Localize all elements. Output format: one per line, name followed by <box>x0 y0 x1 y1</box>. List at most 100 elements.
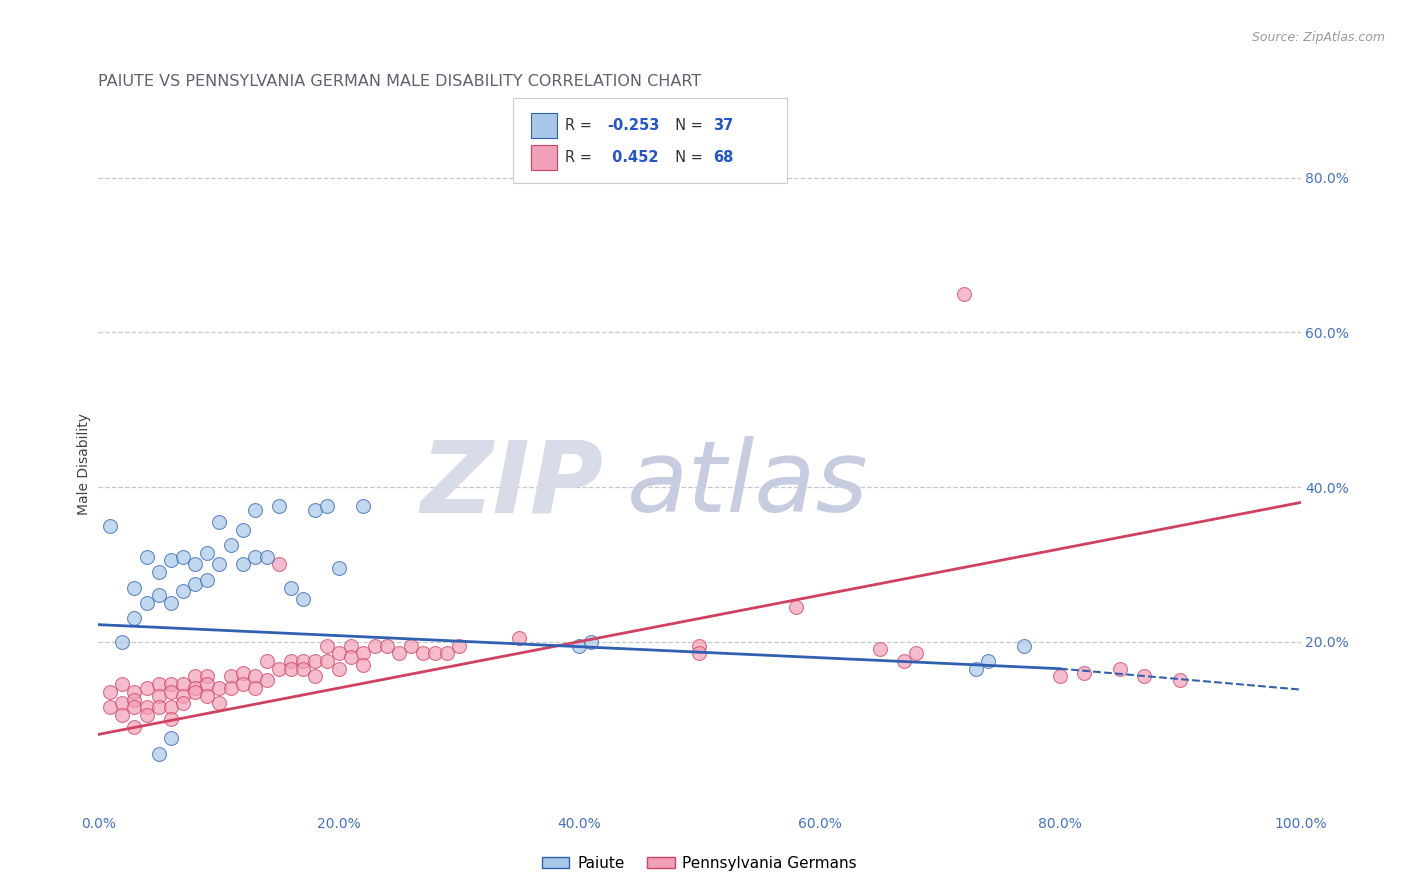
Text: N =: N = <box>666 118 709 133</box>
Point <box>159 700 181 714</box>
Point <box>315 500 337 514</box>
Point <box>172 689 194 703</box>
Point <box>148 565 170 579</box>
Point <box>447 639 470 653</box>
Point <box>291 592 314 607</box>
Point <box>893 654 915 668</box>
Point <box>364 639 387 653</box>
Point <box>785 599 807 614</box>
Point <box>689 639 711 653</box>
Point <box>352 646 374 660</box>
Point <box>352 500 374 514</box>
Point <box>159 553 181 567</box>
Point <box>159 731 181 746</box>
Point <box>172 584 194 599</box>
Point <box>100 518 122 533</box>
Point <box>291 654 314 668</box>
Point <box>243 681 266 695</box>
Point <box>195 689 218 703</box>
Point <box>183 681 205 695</box>
Point <box>436 646 458 660</box>
Point <box>965 662 987 676</box>
Point <box>232 523 254 537</box>
Point <box>280 581 302 595</box>
Point <box>568 639 591 653</box>
Text: 37: 37 <box>713 118 733 133</box>
Point <box>183 685 205 699</box>
Point <box>219 538 242 552</box>
Point <box>148 747 170 761</box>
Point <box>904 646 927 660</box>
Point <box>328 646 350 660</box>
Point <box>195 546 218 560</box>
Point <box>159 685 181 699</box>
Point <box>124 581 146 595</box>
Point <box>267 662 290 676</box>
Point <box>195 677 218 691</box>
Text: 68: 68 <box>713 150 733 165</box>
Point <box>256 673 278 688</box>
Point <box>1012 639 1035 653</box>
Point <box>581 634 603 648</box>
Point <box>111 677 134 691</box>
Point <box>183 558 205 572</box>
Point <box>124 700 146 714</box>
Point <box>1073 665 1095 680</box>
Point <box>135 596 157 610</box>
Point <box>328 662 350 676</box>
Text: 0.452: 0.452 <box>607 150 659 165</box>
Point <box>508 631 530 645</box>
Point <box>183 669 205 683</box>
Point <box>315 654 337 668</box>
Y-axis label: Male Disability: Male Disability <box>77 413 91 515</box>
Point <box>304 654 326 668</box>
Point <box>100 685 122 699</box>
Point <box>328 561 350 575</box>
Point <box>232 665 254 680</box>
Point <box>111 634 134 648</box>
Point <box>280 654 302 668</box>
Point <box>124 692 146 706</box>
Point <box>243 549 266 564</box>
Text: PAIUTE VS PENNSYLVANIA GERMAN MALE DISABILITY CORRELATION CHART: PAIUTE VS PENNSYLVANIA GERMAN MALE DISAB… <box>98 74 702 89</box>
Point <box>256 654 278 668</box>
Point <box>208 681 231 695</box>
Legend: Paiute, Pennsylvania Germans: Paiute, Pennsylvania Germans <box>536 850 863 877</box>
Point <box>232 677 254 691</box>
Point <box>267 558 290 572</box>
Point <box>340 639 363 653</box>
Point <box>291 662 314 676</box>
Point <box>159 677 181 691</box>
Point <box>977 654 1000 668</box>
Point <box>172 549 194 564</box>
Point <box>183 576 205 591</box>
Point <box>232 558 254 572</box>
Point <box>352 657 374 672</box>
Point <box>148 700 170 714</box>
Point <box>267 500 290 514</box>
Text: R =: R = <box>565 118 596 133</box>
Point <box>124 611 146 625</box>
Point <box>208 558 231 572</box>
Text: R =: R = <box>565 150 596 165</box>
Point <box>1133 669 1156 683</box>
Point <box>135 700 157 714</box>
Point <box>1049 669 1071 683</box>
Point <box>869 642 891 657</box>
Point <box>1170 673 1192 688</box>
Text: atlas: atlas <box>627 436 869 533</box>
Point <box>124 685 146 699</box>
Point <box>100 700 122 714</box>
Point <box>148 677 170 691</box>
Point <box>280 662 302 676</box>
Point <box>208 515 231 529</box>
Point <box>195 573 218 587</box>
Point <box>219 681 242 695</box>
Point <box>111 708 134 723</box>
Point <box>124 720 146 734</box>
Point <box>423 646 446 660</box>
Point <box>304 669 326 683</box>
Text: -0.253: -0.253 <box>607 118 659 133</box>
Point <box>340 650 363 665</box>
Point <box>148 689 170 703</box>
